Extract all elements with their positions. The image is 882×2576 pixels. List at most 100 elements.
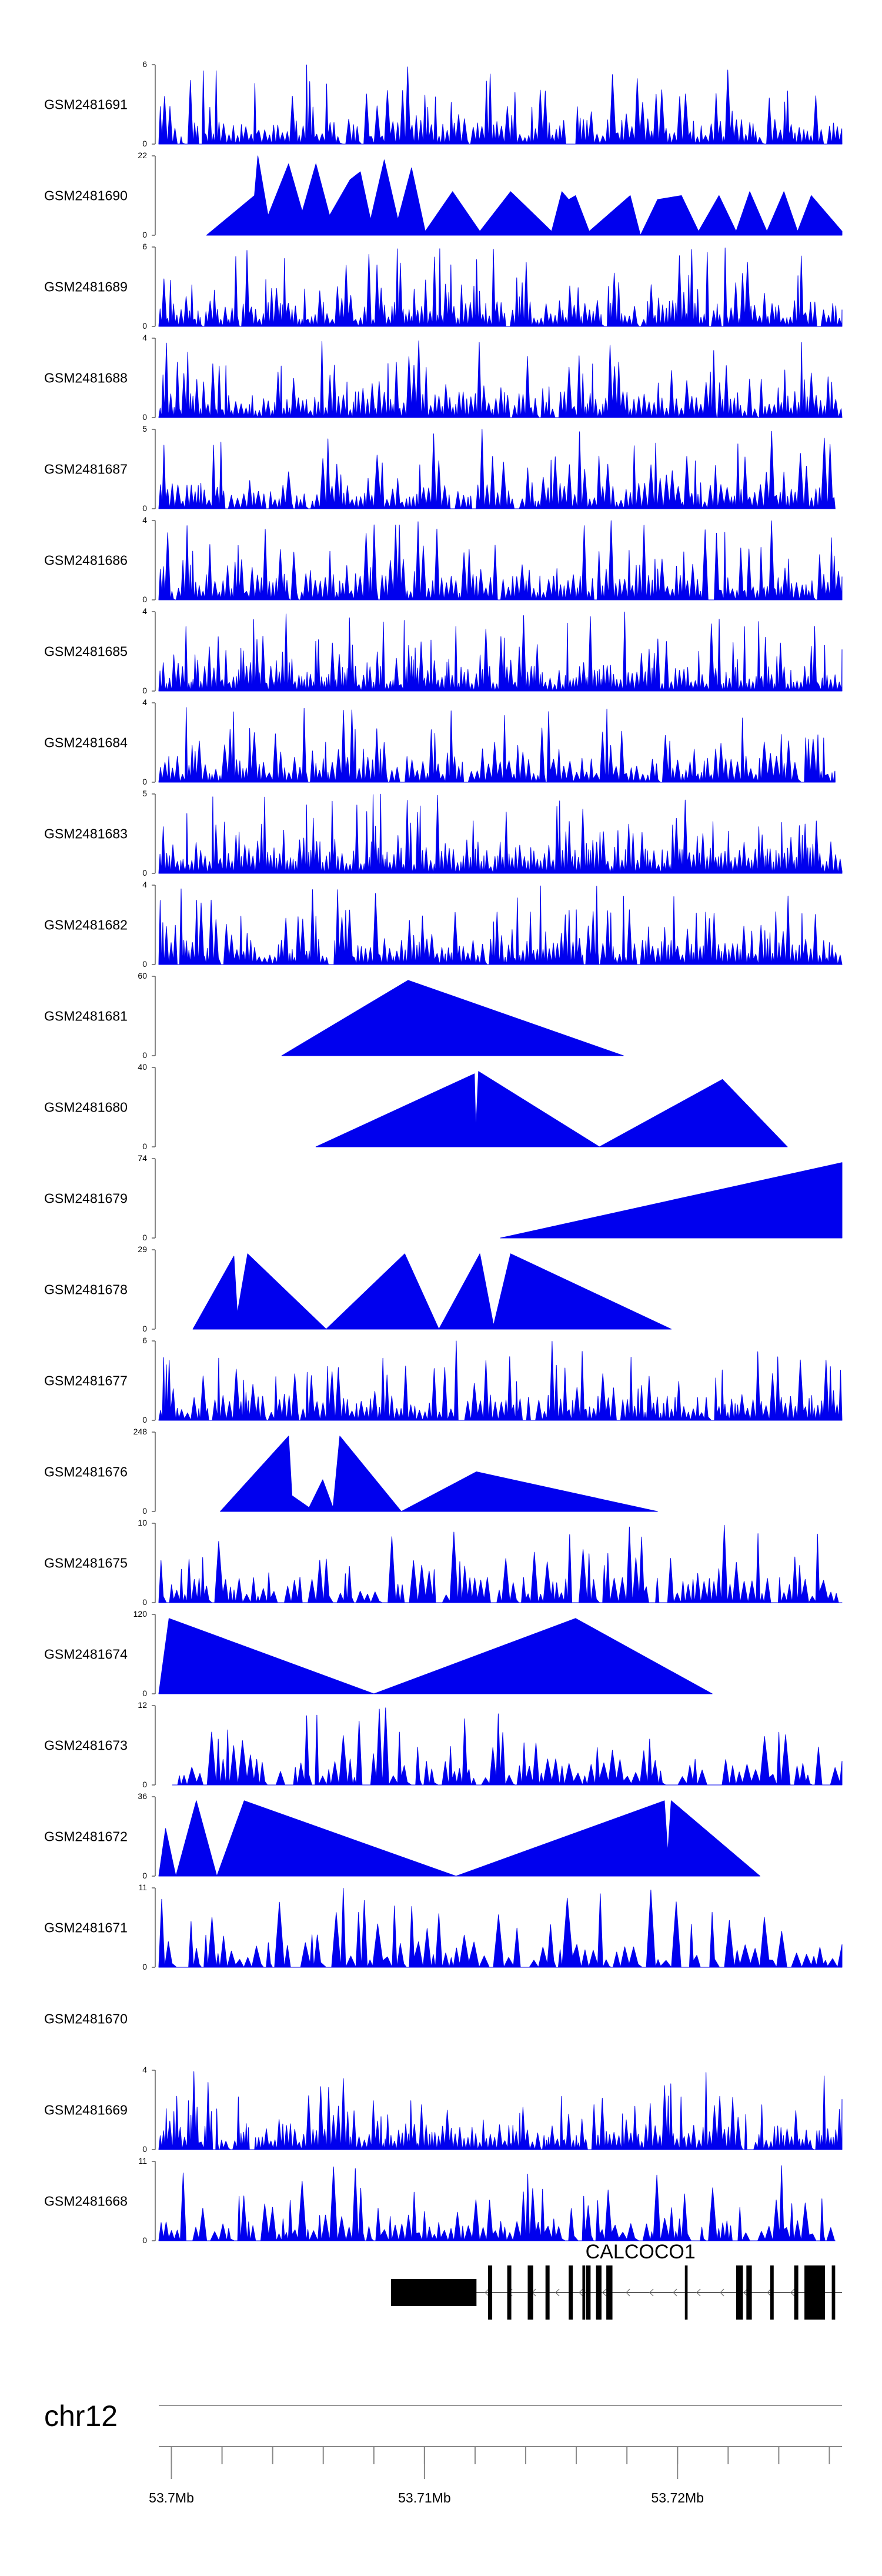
gene-name-label: CALCOCO1 xyxy=(586,2241,696,2263)
track-label: GSM2481668 xyxy=(44,2194,128,2209)
y-max-label: 4 xyxy=(142,698,147,707)
track-label: GSM2481678 xyxy=(44,1282,128,1297)
exon xyxy=(391,2279,477,2306)
y-min-label: 0 xyxy=(142,1780,147,1789)
track-gsm2481671: GSM2481671 11 0 xyxy=(44,1883,843,1971)
track-gsm2481668: GSM2481668 11 0 xyxy=(44,2156,836,2245)
y-max-label: 5 xyxy=(142,424,147,433)
y-max-label: 4 xyxy=(142,2065,147,2074)
coverage-area xyxy=(158,340,843,418)
y-max-label: 22 xyxy=(138,151,147,160)
strand-arrow xyxy=(673,2288,677,2297)
track-gsm2481669: GSM2481669 4 0 xyxy=(44,2065,843,2154)
coverage-area xyxy=(158,1888,843,1968)
track-gsm2481685: GSM2481685 4 0 xyxy=(44,606,843,695)
coverage-area xyxy=(500,1162,843,1239)
coverage-area xyxy=(158,64,843,145)
y-max-label: 4 xyxy=(142,880,147,889)
strand-arrow xyxy=(790,2288,795,2297)
coverage-area xyxy=(158,612,843,692)
coverage-area xyxy=(158,2071,843,2150)
strand-arrow xyxy=(649,2288,654,2297)
y-min-label: 0 xyxy=(142,1689,147,1698)
coverage-area xyxy=(158,707,836,783)
y-min-label: 0 xyxy=(142,2235,147,2245)
y-min-label: 0 xyxy=(142,230,147,239)
track-label: GSM2481680 xyxy=(44,1100,128,1115)
exon xyxy=(736,2265,743,2320)
y-min-label: 0 xyxy=(142,321,147,331)
track-label: GSM2481672 xyxy=(44,1829,128,1844)
y-min-label: 0 xyxy=(142,1142,147,1151)
y-max-label: 5 xyxy=(142,789,147,798)
track-gsm2481686: GSM2481686 4 0 xyxy=(44,515,843,604)
y-max-label: 4 xyxy=(142,606,147,616)
y-max-label: 6 xyxy=(142,1336,147,1345)
exon xyxy=(507,2265,512,2320)
y-min-label: 0 xyxy=(142,1506,147,1516)
y-min-label: 0 xyxy=(142,2144,147,2154)
track-gsm2481674: GSM2481674 120 0 xyxy=(44,1609,713,1698)
strand-arrow xyxy=(555,2288,560,2297)
exon xyxy=(794,2265,799,2320)
y-max-label: 11 xyxy=(138,2156,147,2165)
gene-track: CALCOCO1 xyxy=(391,2241,842,2320)
y-max-label: 11 xyxy=(138,1883,147,1892)
y-min-label: 0 xyxy=(142,1324,147,1333)
axis-tick-label: 53.72Mb xyxy=(652,2490,704,2505)
track-label: GSM2481669 xyxy=(44,2103,128,2118)
track-label: GSM2481688 xyxy=(44,371,128,386)
coverage-area xyxy=(158,520,843,600)
track-label: GSM2481673 xyxy=(44,1738,128,1753)
track-label: GSM2481670 xyxy=(44,2011,128,2027)
coverage-area xyxy=(192,1253,671,1330)
exon xyxy=(527,2265,533,2320)
track-label: GSM2481686 xyxy=(44,553,128,568)
track-gsm2481679: GSM2481679 74 0 xyxy=(44,1153,843,1242)
y-min-label: 0 xyxy=(142,503,147,513)
exon xyxy=(582,2265,586,2320)
strand-arrow xyxy=(579,2288,583,2297)
y-max-label: 60 xyxy=(138,971,147,980)
y-min-label: 0 xyxy=(142,1962,147,1971)
strand-arrow xyxy=(485,2288,489,2297)
track-gsm2481677: GSM2481677 6 0 xyxy=(44,1336,843,1424)
track-gsm2481676: GSM2481676 248 0 xyxy=(44,1427,658,1516)
track-label: GSM2481679 xyxy=(44,1191,128,1206)
exon xyxy=(596,2265,602,2320)
y-min-label: 0 xyxy=(142,412,147,422)
coverage-area xyxy=(206,155,843,236)
y-max-label: 40 xyxy=(138,1062,147,1072)
exon xyxy=(804,2265,825,2320)
y-max-label: 29 xyxy=(138,1244,147,1254)
track-label: GSM2481687 xyxy=(44,462,128,477)
track-label: GSM2481684 xyxy=(44,735,128,750)
coverage-area xyxy=(158,429,836,509)
coverage-area xyxy=(158,1618,713,1694)
y-max-label: 120 xyxy=(133,1609,148,1619)
track-gsm2481688: GSM2481688 4 0 xyxy=(44,333,843,422)
strand-arrow xyxy=(626,2288,630,2297)
y-max-label: 36 xyxy=(138,1791,147,1801)
exon xyxy=(746,2265,752,2320)
track-gsm2481675: GSM2481675 10 0 xyxy=(44,1518,843,1607)
track-label: GSM2481682 xyxy=(44,917,128,933)
coverage-area xyxy=(158,1340,843,1421)
coverage-area xyxy=(172,1707,843,1786)
y-min-label: 0 xyxy=(142,777,147,786)
exon xyxy=(569,2265,573,2320)
exon xyxy=(488,2265,493,2320)
y-min-label: 0 xyxy=(142,1050,147,1060)
strand-arrow xyxy=(767,2288,771,2297)
track-gsm2481681: GSM2481681 60 0 xyxy=(44,971,624,1060)
y-min-label: 0 xyxy=(142,686,147,695)
y-max-label: 74 xyxy=(138,1153,147,1163)
coverage-area xyxy=(158,248,843,327)
chromosome-track: chr12 xyxy=(44,2400,842,2432)
track-gsm2481683: GSM2481683 5 0 xyxy=(44,789,843,877)
track-gsm2481687: GSM2481687 5 0 xyxy=(44,424,836,513)
genome-axis: 53.7Mb 53.71Mb 53.72Mb xyxy=(149,2446,842,2505)
y-max-label: 6 xyxy=(142,242,147,251)
y-max-label: 4 xyxy=(142,333,147,342)
